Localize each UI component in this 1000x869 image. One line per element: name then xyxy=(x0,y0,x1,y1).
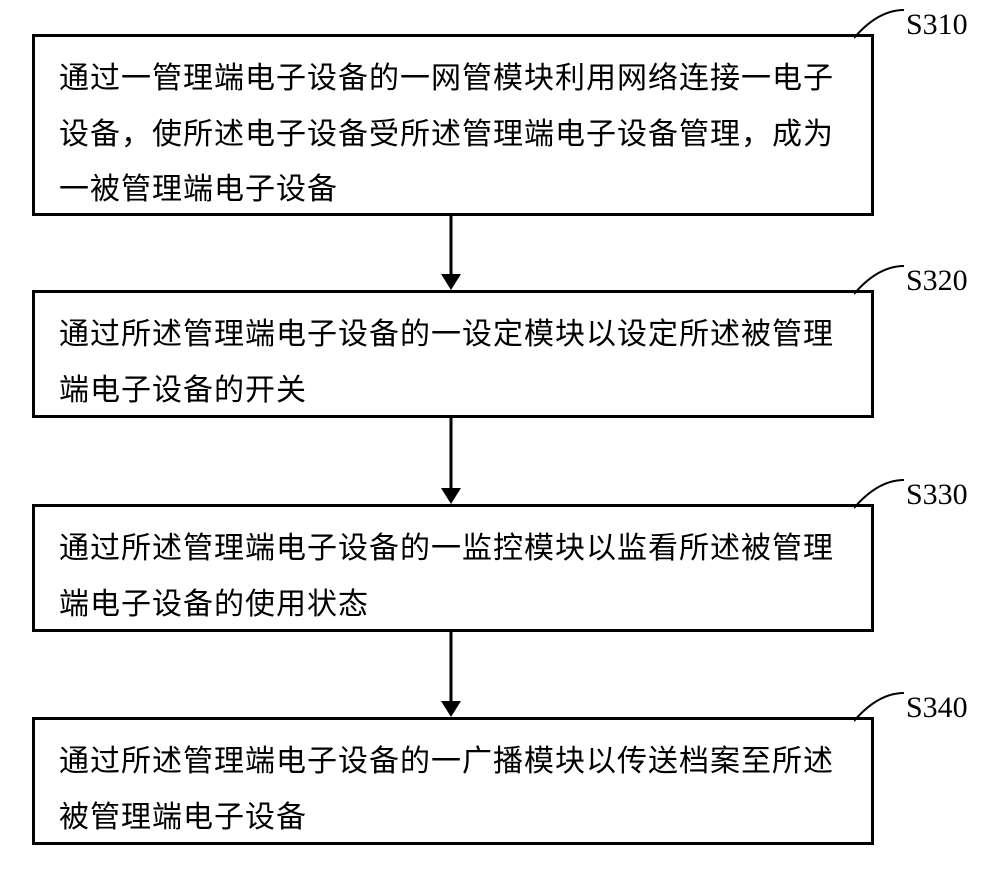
flowchart-canvas: 通过一管理端电子设备的一网管模块利用网络连接一电子设备，使所述电子设备受所述管理… xyxy=(0,0,1000,869)
flowchart-step-s320: 通过所述管理端电子设备的一设定模块以设定所述被管理端电子设备的开关 xyxy=(32,290,874,418)
step-label-s320: S320 xyxy=(906,264,968,298)
step-text: 通过所述管理端电子设备的一广播模块以传送档案至所述被管理端电子设备 xyxy=(59,734,847,845)
label-arc-s320 xyxy=(854,246,914,296)
step-label-s340: S340 xyxy=(906,691,968,725)
label-arc-s340 xyxy=(854,673,914,723)
arrow-s330-s340 xyxy=(431,632,471,717)
flowchart-step-s330: 通过所述管理端电子设备的一监控模块以监看所述被管理端电子设备的使用状态 xyxy=(32,504,874,632)
arrow-s320-s330 xyxy=(431,418,471,504)
step-text: 通过所述管理端电子设备的一设定模块以设定所述被管理端电子设备的开关 xyxy=(59,307,847,418)
label-arc-s330 xyxy=(854,460,914,510)
step-text: 通过所述管理端电子设备的一监控模块以监看所述被管理端电子设备的使用状态 xyxy=(59,521,847,632)
flowchart-step-s340: 通过所述管理端电子设备的一广播模块以传送档案至所述被管理端电子设备 xyxy=(32,717,874,845)
step-label-s330: S330 xyxy=(906,478,968,512)
step-label-s310: S310 xyxy=(906,8,968,42)
flowchart-step-s310: 通过一管理端电子设备的一网管模块利用网络连接一电子设备，使所述电子设备受所述管理… xyxy=(32,34,874,216)
step-text: 通过一管理端电子设备的一网管模块利用网络连接一电子设备，使所述电子设备受所述管理… xyxy=(59,51,847,218)
arrow-s310-s320 xyxy=(431,216,471,290)
